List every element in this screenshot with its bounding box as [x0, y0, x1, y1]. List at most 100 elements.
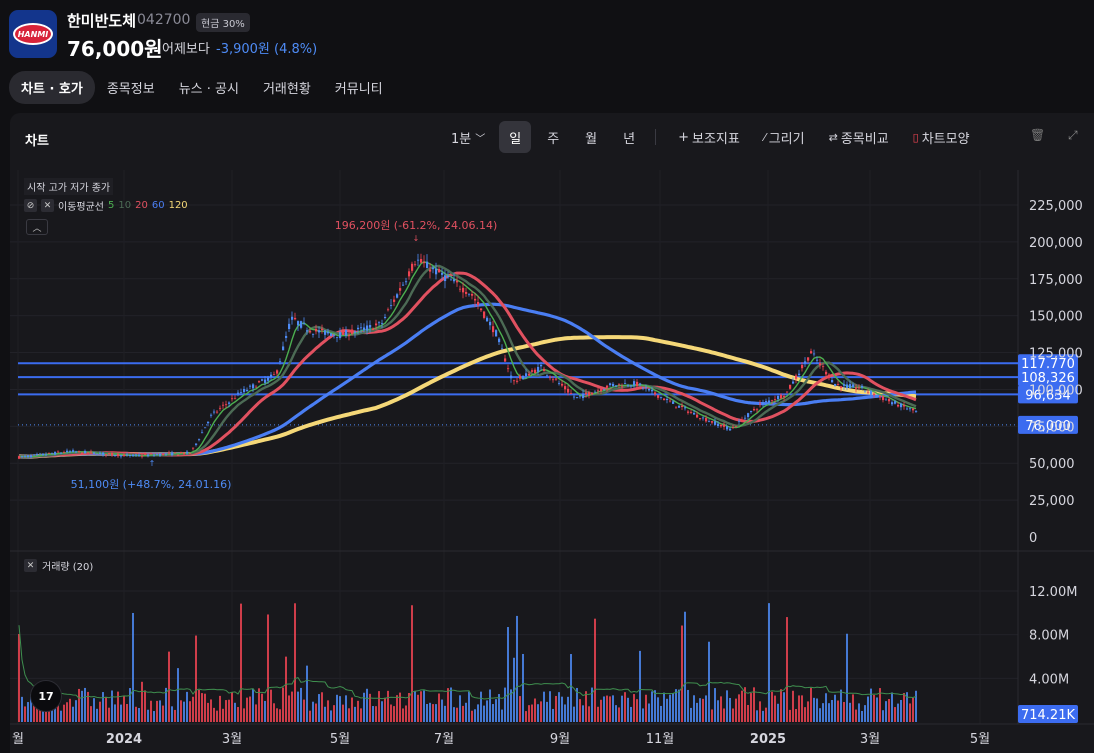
volume-bar — [21, 696, 23, 722]
price-axis: 225,000 200,000 175,000 150,000 125,000 100,0… — [1029, 199, 1083, 546]
candle — [432, 267, 435, 270]
candle — [24, 455, 27, 457]
candle — [594, 391, 597, 393]
volume-bar — [597, 706, 599, 722]
candle — [387, 309, 390, 311]
candle — [528, 373, 531, 376]
chart-panel — [10, 113, 1094, 753]
candle — [147, 454, 150, 457]
low-marker: ↑ — [149, 459, 156, 468]
candle — [774, 399, 777, 400]
volume-bar — [828, 703, 830, 722]
close-icon[interactable]: ✕ — [41, 199, 54, 212]
time-tick-label: 11월 — [646, 732, 675, 747]
pencil-icon: ⁄ — [763, 130, 766, 144]
candle — [288, 323, 291, 330]
candle — [183, 452, 186, 455]
candle — [75, 451, 78, 453]
candle — [48, 452, 51, 454]
tab-community[interactable]: 커뮤니티 — [334, 82, 383, 97]
volume-bar — [912, 698, 914, 722]
eye-off-icon[interactable]: ⊘ — [24, 199, 37, 212]
candle — [366, 325, 369, 331]
ma60-path — [18, 302, 917, 459]
volume-bar — [915, 690, 917, 722]
ma-label: 이동평균선 — [58, 202, 104, 213]
draw-button[interactable]: ⁄ 그리기 — [763, 130, 805, 147]
candle — [840, 386, 843, 388]
interval-select[interactable]: 1분 ﹀ — [451, 131, 486, 147]
candle — [747, 413, 750, 418]
volume-bar — [165, 687, 167, 722]
candle — [906, 408, 909, 410]
candle — [126, 454, 129, 456]
volume-bar — [798, 695, 800, 722]
tab-stock-info[interactable]: 종목정보 — [106, 82, 155, 97]
tab-trading[interactable]: 거래현황 — [262, 82, 311, 97]
volume-bar — [279, 709, 281, 722]
volume-bar — [207, 702, 209, 722]
candle — [819, 363, 822, 366]
volume-bar — [441, 699, 443, 722]
trash-icon[interactable]: 🗑 — [1030, 128, 1046, 142]
candle — [189, 453, 192, 454]
candle — [900, 403, 903, 408]
indicator-button[interactable]: + 보조지표 — [678, 129, 740, 147]
candle — [654, 392, 657, 395]
candle — [492, 326, 495, 333]
tab-chart[interactable]: 차트 · 호가 — [9, 71, 95, 104]
candle — [282, 346, 285, 351]
volume-bar — [786, 617, 788, 722]
period-week[interactable]: 주 — [547, 131, 560, 147]
candle — [795, 375, 798, 379]
volume-bar — [663, 692, 665, 722]
candle — [867, 391, 870, 393]
volume-bar — [273, 703, 275, 722]
candle — [216, 411, 219, 413]
volume-bar — [417, 694, 419, 722]
chart-type-button[interactable]: ▯ 차트모양 — [912, 130, 970, 147]
ohlc-legend: 시작 고가 저가 종가 — [24, 178, 114, 195]
candle — [453, 279, 456, 282]
volume-bar — [261, 693, 263, 722]
candle — [72, 450, 75, 452]
volume-bar — [531, 704, 533, 722]
candle — [69, 451, 72, 452]
volume-bar — [180, 700, 182, 722]
volume-bar — [195, 635, 197, 722]
candle — [42, 453, 45, 456]
volume-bar — [483, 705, 485, 722]
candle — [375, 323, 378, 326]
close-icon[interactable]: ✕ — [24, 559, 37, 572]
period-day[interactable]: 일 — [499, 121, 532, 153]
tradingview-logo[interactable]: 17 — [30, 680, 62, 712]
volume-bar — [174, 709, 176, 722]
candle — [690, 412, 693, 413]
volume-bar — [378, 691, 380, 722]
volume-bar — [813, 697, 815, 722]
candle — [615, 385, 618, 387]
candle — [648, 388, 651, 391]
collapse-legend-button[interactable]: ︿ — [26, 219, 48, 235]
expand-icon[interactable]: ⤢ — [1068, 128, 1078, 142]
candle — [291, 316, 294, 320]
stock-tabs: 차트 · 호가 종목정보 뉴스 · 공시 거래현황 커뮤니티 — [9, 71, 395, 104]
candle — [693, 412, 696, 415]
tab-news[interactable]: 뉴스 · 공시 — [178, 82, 239, 97]
period-year[interactable]: 년 — [623, 131, 636, 147]
volume-bar — [156, 700, 158, 722]
volume-bar — [438, 693, 440, 722]
candle — [156, 454, 159, 456]
volume-bar — [369, 693, 371, 722]
compare-button[interactable]: ⇄ 종목비교 — [828, 130, 889, 147]
volume-bar — [714, 688, 716, 722]
candle — [471, 293, 474, 296]
period-month[interactable]: 월 — [585, 131, 598, 147]
volume-bar — [822, 703, 824, 722]
volume-bar — [594, 618, 596, 722]
volume-bar — [471, 710, 473, 722]
candle — [285, 335, 288, 338]
volume-bar — [903, 692, 905, 722]
candle — [135, 454, 138, 456]
